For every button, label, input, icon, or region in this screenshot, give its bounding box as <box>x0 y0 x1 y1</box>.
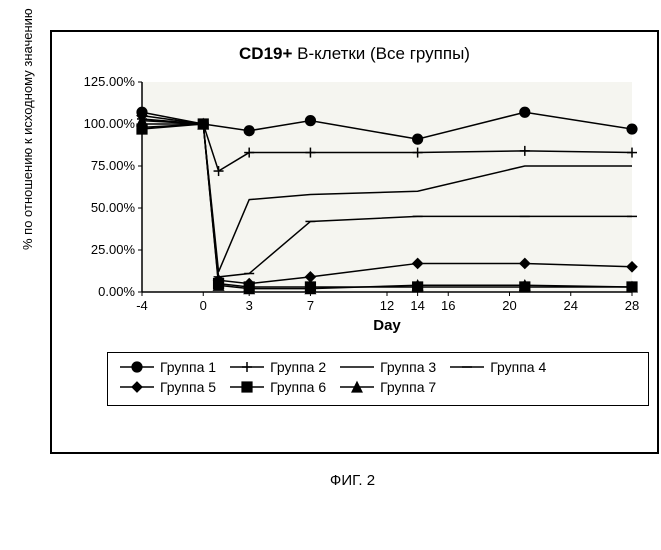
legend-label: Группа 3 <box>380 359 436 375</box>
legend-label: Группа 2 <box>270 359 326 375</box>
legend-swatch <box>118 360 156 374</box>
legend: Группа 1 Группа 2 Группа 3 Группа 4 Группа 5… <box>107 352 649 406</box>
legend-label: Группа 4 <box>490 359 546 375</box>
legend-item: Группа 4 <box>448 359 546 375</box>
plot-svg <box>142 82 632 292</box>
xtick-label: 14 <box>403 298 433 313</box>
xtick-label: 16 <box>433 298 463 313</box>
title-rest: В-клетки (Все группы) <box>292 44 470 63</box>
legend-item: Группа 1 <box>118 359 216 375</box>
ytick-label: 50.00% <box>60 200 135 215</box>
x-axis-label: Day <box>142 317 632 334</box>
chart-title: CD19+ В-клетки (Все группы) <box>52 32 657 64</box>
plot-area <box>142 82 632 292</box>
legend-item: Группа 5 <box>118 379 216 395</box>
legend-swatch <box>338 360 376 374</box>
legend-swatch <box>338 380 376 394</box>
ytick-label: 0.00% <box>60 284 135 299</box>
legend-item: Группа 7 <box>338 379 436 395</box>
xtick-label: -4 <box>127 298 157 313</box>
legend-swatch <box>228 380 266 394</box>
ytick-label: 25.00% <box>60 242 135 257</box>
xtick-label: 28 <box>617 298 647 313</box>
legend-swatch <box>448 360 486 374</box>
ytick-label: 100.00% <box>60 116 135 131</box>
legend-label: Группа 7 <box>380 379 436 395</box>
xtick-label: 24 <box>556 298 586 313</box>
legend-label: Группа 1 <box>160 359 216 375</box>
legend-row: Группа 1 Группа 2 Группа 3 Группа 4 Группа 5… <box>118 359 638 399</box>
xtick-label: 20 <box>495 298 525 313</box>
ytick-label: 75.00% <box>60 158 135 173</box>
xtick-label: 7 <box>295 298 325 313</box>
legend-item: Группа 6 <box>228 379 326 395</box>
figure-caption: ФИГ. 2 <box>50 472 655 489</box>
legend-swatch <box>118 380 156 394</box>
xtick-label: 3 <box>234 298 264 313</box>
y-axis-label: % по отношению к исходному значению <box>20 8 35 250</box>
title-bold: CD19+ <box>239 44 292 63</box>
figure-container: % по отношению к исходному значению CD19… <box>20 30 661 530</box>
xtick-label: 12 <box>372 298 402 313</box>
xtick-label: 0 <box>188 298 218 313</box>
legend-item: Группа 3 <box>338 359 436 375</box>
chart-frame: CD19+ В-клетки (Все группы) 0.00% 25.00% 5… <box>50 30 659 454</box>
legend-item: Группа 2 <box>228 359 326 375</box>
ytick-label: 125.00% <box>60 74 135 89</box>
legend-label: Группа 6 <box>270 379 326 395</box>
legend-swatch <box>228 360 266 374</box>
legend-label: Группа 5 <box>160 379 216 395</box>
